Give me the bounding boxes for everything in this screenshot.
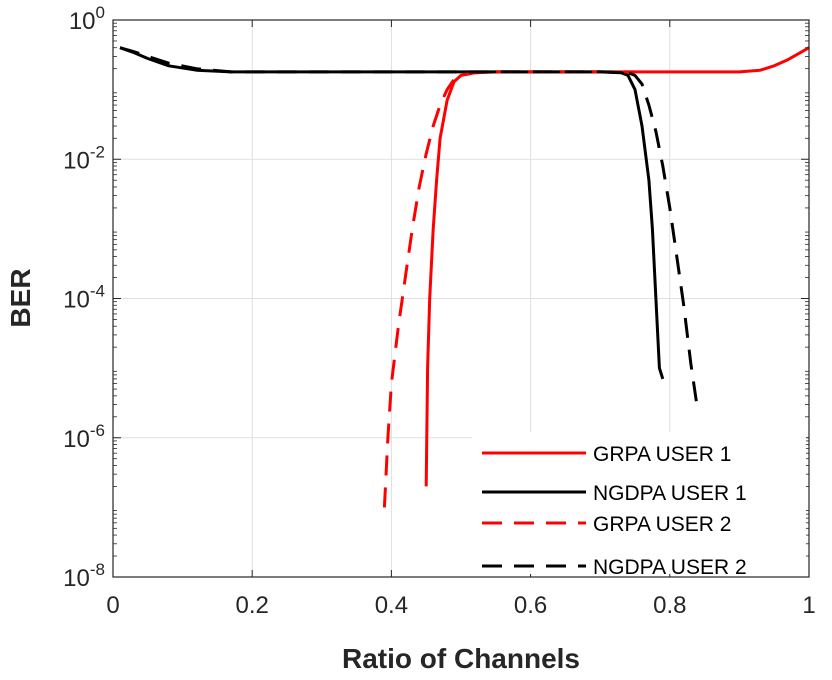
legend-box xyxy=(472,432,806,574)
x-tick-label: 0.2 xyxy=(236,592,269,619)
x-tick-label: 0 xyxy=(106,592,119,619)
x-tick-label: 1 xyxy=(802,592,815,619)
series-group xyxy=(119,46,810,508)
x-tick-label: 0.6 xyxy=(514,592,547,619)
legend-label: GRPA USER 1 xyxy=(593,443,732,466)
x-tick-label: 0.8 xyxy=(653,592,686,619)
legend-label: NGDPA USER 2 xyxy=(593,556,747,579)
axis-ticks xyxy=(112,19,810,578)
legend-label: NGDPA USER 1 xyxy=(593,482,747,505)
y-tick-label: 100 xyxy=(69,3,105,35)
x-tick-labels: 0 0.2 0.4 0.6 0.8 1 xyxy=(106,592,815,619)
y-tick-label: 10-4 xyxy=(63,282,105,314)
x-tick-label: 0.4 xyxy=(375,592,408,619)
y-tick-labels: 10-8 10-6 10-4 10-2 100 xyxy=(63,3,105,592)
legend-label: GRPA USER 2 xyxy=(593,513,732,536)
y-tick-label: 10-8 xyxy=(63,560,105,592)
x-axis-label: Ratio of Channels xyxy=(342,643,580,674)
y-axis-label: BER xyxy=(5,268,36,327)
y-tick-label: 10-2 xyxy=(63,142,105,174)
series-line xyxy=(119,46,700,411)
grid xyxy=(113,20,809,577)
y-tick-label: 10-6 xyxy=(63,421,105,453)
legend: GRPA USER 1 NGDPA USER 1 GRPA USER 2 NGDPA … xyxy=(472,432,806,579)
